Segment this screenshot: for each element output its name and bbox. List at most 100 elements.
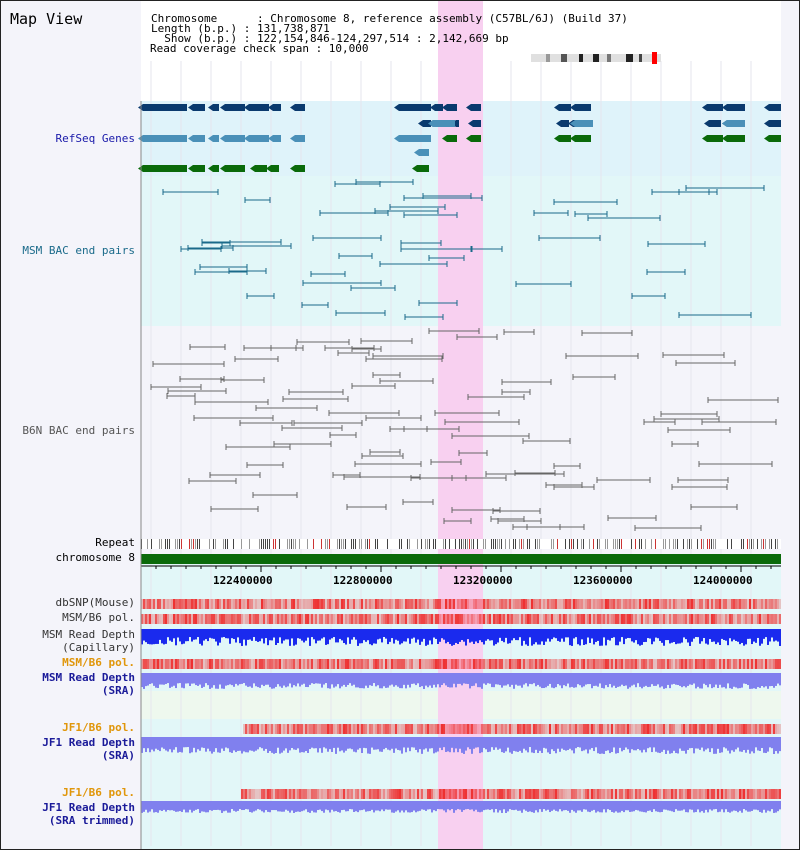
- dbsnp-heat: [521, 599, 523, 609]
- dbsnp-heat: [513, 599, 515, 609]
- repeat-mark: [273, 539, 274, 549]
- jf1-pol-heat: [355, 724, 357, 734]
- msm-pol-heat-2: [561, 659, 563, 669]
- dbsnp-heat: [529, 599, 531, 609]
- repeat-mark: [289, 539, 290, 549]
- msm-pol-heat: [171, 614, 173, 624]
- jf1-pol-heat-2: [579, 789, 581, 799]
- msm-depth-capillary: [701, 629, 703, 642]
- dbsnp-heat: [455, 599, 457, 609]
- jf1-pol-heat-2: [585, 789, 587, 799]
- jf1-pol-heat: [391, 724, 393, 734]
- msm-pol-heat-2: [539, 659, 541, 669]
- jf1-depth-trimmed: [551, 801, 553, 811]
- msm-pol-heat-2: [235, 659, 237, 669]
- msm-pol-heat-2: [173, 659, 175, 669]
- jf1-depth-sra: [407, 737, 409, 748]
- dbsnp-heat: [179, 599, 181, 609]
- refseq-gene: [417, 165, 429, 172]
- msm-depth-capillary: [171, 629, 173, 642]
- msm-pol-heat-2: [157, 659, 159, 669]
- jf1-depth-sra: [281, 737, 283, 753]
- jf1-depth-sra: [337, 737, 339, 748]
- jf1-depth-trimmed: [171, 801, 173, 811]
- msm-depth-sra: [315, 673, 317, 684]
- msm-depth-sra: [337, 673, 339, 685]
- msm-depth-capillary: [359, 629, 361, 644]
- jf1-depth-sra: [625, 737, 627, 748]
- msm-depth-sra: [247, 673, 249, 687]
- jf1-pol-heat-2: [349, 789, 351, 799]
- jf1-pol-heat-2: [633, 789, 635, 799]
- dbsnp-heat: [381, 599, 383, 609]
- msm-pol-heat-2: [509, 659, 511, 669]
- jf1-pol-heat-2: [477, 789, 479, 799]
- msm-depth-capillary: [287, 629, 289, 640]
- msm-pol-heat-2: [221, 659, 223, 669]
- jf1-pol-heat-2: [763, 789, 765, 799]
- dbsnp-heat: [511, 599, 513, 609]
- msm-pol-heat-2: [377, 659, 379, 669]
- jf1-pol-heat-2: [321, 789, 323, 799]
- msm-pol-heat-2: [217, 659, 219, 669]
- jf1-pol-heat: [547, 724, 549, 734]
- dbsnp-heat: [245, 599, 247, 609]
- msm-depth-capillary: [769, 629, 771, 642]
- msm-pol-heat: [271, 614, 273, 624]
- dbsnp-heat: [545, 599, 547, 609]
- jf1-pol-heat: [733, 724, 735, 734]
- msm-pol-heat-2: [723, 659, 725, 669]
- jf1-depth-sra: [759, 737, 761, 751]
- repeat-mark: [599, 539, 600, 549]
- jf1-pol-heat: [565, 724, 567, 734]
- jf1-pol-heat-2: [481, 789, 483, 799]
- jf1-pol-heat: [731, 724, 733, 734]
- msm-pol-heat-2: [621, 659, 623, 669]
- msm-depth-capillary: [197, 629, 199, 638]
- refseq-gene: [143, 104, 187, 111]
- refseq-gene: [255, 165, 267, 172]
- msm-pol-heat: [395, 614, 397, 624]
- dbsnp-heat: [269, 599, 271, 609]
- msm-pol-heat: [405, 614, 407, 624]
- refseq-gene: [213, 165, 219, 172]
- jf1-pol-heat-2: [303, 789, 305, 799]
- msm-pol-heat-2: [279, 659, 281, 669]
- jf1-pol-heat: [745, 724, 747, 734]
- msm-pol-heat-2: [611, 659, 613, 669]
- jf1-depth-trimmed: [255, 801, 257, 811]
- repeat-mark: [777, 539, 778, 549]
- jf1-pol-heat-2: [741, 789, 743, 799]
- msm-pol-heat: [539, 614, 541, 624]
- jf1-depth-sra: [227, 737, 229, 749]
- msm-pol-heat-2: [573, 659, 575, 669]
- jf1-pol-heat: [385, 724, 387, 734]
- jf1-depth-sra: [651, 737, 653, 753]
- msm-pol-heat-2: [747, 659, 749, 669]
- jf1-pol-heat-2: [377, 789, 379, 799]
- dbsnp-heat: [451, 599, 453, 609]
- msm-depth-sra: [545, 673, 547, 688]
- gene-arrow: [220, 104, 225, 111]
- repeat-mark: [265, 539, 266, 549]
- msm-pol-heat-2: [449, 659, 451, 669]
- jf1-pol-heat-2: [683, 789, 685, 799]
- jf1-pol-heat-2: [755, 789, 757, 799]
- msm-depth-capillary: [313, 629, 315, 640]
- jf1-depth-sra: [749, 737, 751, 754]
- jf1-depth-trimmed: [735, 801, 737, 811]
- msm-pol-heat: [601, 614, 603, 624]
- msm-pol-heat: [295, 614, 297, 624]
- msm-pol-heat: [359, 614, 361, 624]
- jf1-pol-heat: [725, 724, 727, 734]
- jf1-depth-sra: [527, 737, 529, 753]
- msm-depth-sra: [663, 673, 665, 689]
- msm-depth-sra: [197, 673, 199, 686]
- msm-pol-heat: [451, 614, 453, 624]
- repeat-mark: [225, 539, 226, 549]
- msm-depth-sra: [333, 673, 335, 688]
- jf1-pol-heat-2: [397, 789, 399, 799]
- repeat-mark: [417, 539, 418, 549]
- refseq-gene: [273, 135, 281, 142]
